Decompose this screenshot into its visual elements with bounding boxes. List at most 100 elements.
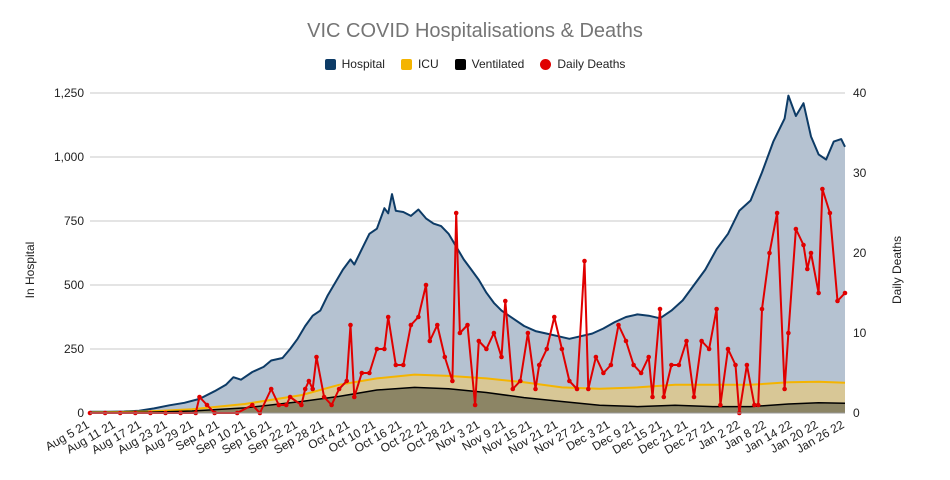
deaths-point	[536, 362, 542, 368]
deaths-point	[676, 362, 682, 368]
deaths-point	[793, 226, 799, 232]
deaths-point	[352, 394, 357, 400]
deaths-point	[774, 210, 780, 216]
deaths-point	[423, 282, 429, 288]
deaths-point	[786, 330, 791, 336]
deaths-point	[503, 298, 508, 304]
deaths-point	[593, 354, 599, 360]
deaths-point	[574, 386, 580, 392]
deaths-point	[842, 290, 848, 296]
legend-swatch-deaths	[540, 58, 552, 70]
legend-item-hospital[interactable]: Hospital	[324, 57, 385, 71]
deaths-point	[393, 362, 399, 368]
deaths-point	[646, 354, 651, 360]
deaths-point	[601, 370, 606, 376]
y-left-tick-label: 250	[64, 342, 84, 356]
deaths-point	[491, 330, 497, 336]
legend-swatch-ventilated	[454, 58, 466, 70]
deaths-point	[559, 346, 565, 352]
deaths-point	[684, 338, 689, 344]
deaths-point	[801, 242, 806, 248]
deaths-point	[435, 322, 440, 328]
deaths-point	[450, 378, 455, 384]
deaths-point	[348, 322, 353, 328]
deaths-point	[382, 346, 387, 352]
deaths-point	[442, 354, 448, 360]
legend: Hospital ICU Ventilated Daily Deaths	[0, 57, 950, 71]
legend-item-deaths[interactable]: Daily Deaths	[540, 57, 625, 71]
deaths-point	[608, 362, 614, 368]
deaths-point	[525, 330, 531, 336]
area-series	[89, 94, 846, 414]
deaths-point	[408, 322, 414, 328]
deaths-point	[755, 402, 761, 408]
legend-item-icu[interactable]: ICU	[400, 57, 439, 71]
deaths-point	[367, 370, 372, 376]
deaths-point	[718, 402, 723, 408]
deaths-point	[631, 362, 636, 368]
hospital-area	[90, 95, 845, 413]
y-right-tick-label: 30	[853, 166, 867, 180]
deaths-point	[204, 402, 210, 408]
deaths-point	[706, 346, 712, 352]
deaths-point	[344, 378, 350, 384]
legend-label-icu: ICU	[417, 57, 439, 71]
deaths-point	[427, 338, 433, 344]
deaths-point	[314, 354, 319, 360]
deaths-point	[401, 362, 406, 368]
deaths-point	[518, 378, 523, 384]
y-left-tick-label: 750	[64, 214, 84, 228]
deaths-point	[385, 314, 391, 320]
deaths-point	[752, 402, 757, 408]
deaths-point	[359, 370, 365, 376]
deaths-point	[586, 386, 591, 392]
deaths-point	[197, 394, 202, 400]
deaths-point	[310, 386, 316, 392]
deaths-point	[805, 266, 810, 272]
deaths-point	[299, 402, 304, 408]
y-right-tick-label: 40	[853, 86, 867, 100]
deaths-point	[552, 314, 557, 320]
deaths-point	[306, 378, 312, 384]
deaths-point	[302, 386, 308, 392]
deaths-point	[691, 394, 697, 400]
y-right-tick-label: 10	[853, 326, 867, 340]
deaths-point	[533, 386, 538, 392]
deaths-point	[276, 402, 282, 408]
deaths-point	[250, 402, 255, 408]
deaths-point	[476, 338, 482, 344]
deaths-point	[499, 354, 504, 360]
deaths-point	[820, 186, 825, 192]
deaths-point	[582, 258, 587, 264]
deaths-point	[268, 386, 274, 392]
legend-label-deaths: Daily Deaths	[557, 57, 626, 71]
deaths-point	[725, 346, 731, 352]
deaths-point	[329, 402, 334, 408]
deaths-point	[567, 378, 572, 384]
y-left-tick-label: 0	[77, 406, 84, 420]
y-left-tick-label: 1,000	[54, 150, 84, 164]
deaths-point	[699, 338, 704, 344]
y-left-tick-label: 1,250	[54, 86, 84, 100]
deaths-point	[835, 298, 840, 304]
deaths-point	[465, 322, 470, 328]
legend-swatch-hospital	[324, 58, 336, 70]
deaths-point	[457, 330, 463, 336]
deaths-point	[782, 386, 787, 392]
deaths-point	[759, 306, 765, 312]
deaths-point	[287, 394, 293, 400]
deaths-point	[623, 338, 629, 344]
deaths-point	[321, 394, 327, 400]
deaths-point	[714, 306, 719, 312]
deaths-point	[657, 306, 663, 312]
deaths-point	[827, 210, 833, 216]
deaths-point	[484, 346, 489, 352]
legend-label-hospital: Hospital	[341, 57, 385, 71]
legend-item-ventilated[interactable]: Ventilated	[454, 57, 524, 71]
deaths-point	[510, 386, 516, 392]
deaths-point	[650, 394, 655, 400]
deaths-point	[733, 362, 738, 368]
y-right-tick-label: 20	[853, 246, 867, 260]
